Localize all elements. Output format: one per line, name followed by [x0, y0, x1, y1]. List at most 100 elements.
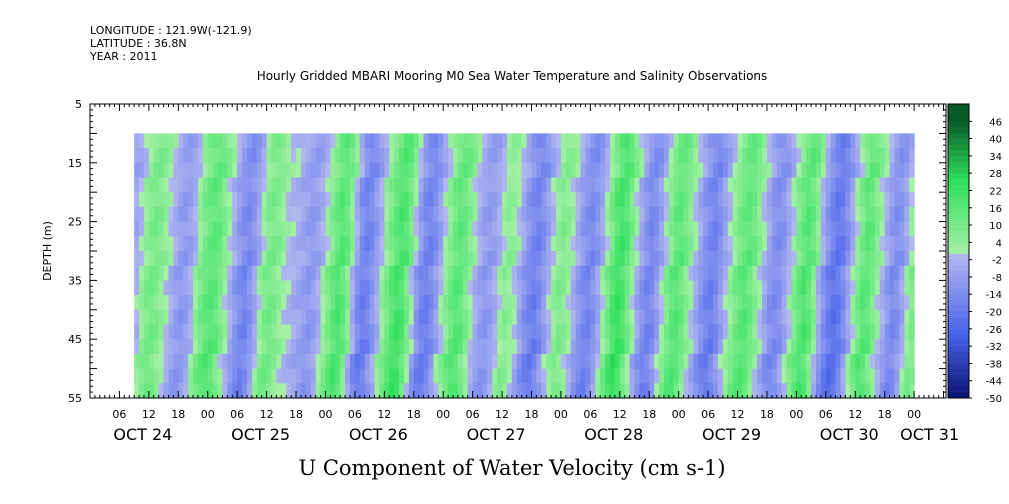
heatmap-cell: [899, 221, 905, 237]
heatmap-cell: [659, 177, 665, 193]
heatmap-cell: [369, 265, 376, 281]
heatmap-cell: [879, 133, 886, 149]
heatmap-cell: [570, 324, 577, 340]
heatmap-cell: [629, 148, 636, 164]
heatmap-cell: [752, 353, 758, 370]
heatmap-cell: [183, 236, 189, 252]
heatmap-cell: [727, 368, 734, 384]
heatmap-cell: [281, 368, 287, 384]
heatmap-cell: [330, 383, 336, 399]
heatmap-cell: [300, 353, 307, 370]
heatmap-cell: [158, 206, 165, 223]
heatmap-cell: [516, 309, 523, 326]
heatmap-cell: [227, 339, 233, 355]
heatmap-cell: [394, 133, 400, 149]
heatmap-cell: [246, 236, 253, 252]
heatmap-cell: [546, 339, 552, 355]
heatmap-cell: [708, 265, 714, 281]
heatmap-cell: [467, 162, 474, 179]
heatmap-cell: [251, 383, 258, 399]
heatmap-cell: [482, 295, 488, 311]
heatmap-cell: [443, 206, 449, 223]
colorbar-cell: [948, 248, 969, 255]
heatmap-cell: [408, 265, 415, 281]
heatmap-cell: [889, 206, 896, 223]
heatmap-cell: [654, 177, 660, 193]
colorbar-cell: [948, 357, 969, 364]
heatmap-cell: [791, 324, 797, 340]
heatmap-cell: [796, 148, 802, 164]
heatmap-cell: [266, 324, 273, 340]
heatmap-cell: [399, 236, 405, 252]
heatmap-cell: [237, 192, 243, 208]
heatmap-cell: [820, 148, 827, 164]
heatmap-cell: [546, 236, 552, 252]
colorbar-tick-label: -8: [992, 273, 1002, 284]
heatmap-cell: [300, 309, 307, 326]
heatmap-cell: [389, 251, 395, 267]
heatmap-cell: [492, 265, 498, 281]
heatmap-cell: [712, 206, 719, 223]
x-day-label: OCT 28: [584, 425, 643, 444]
heatmap-cell: [570, 295, 577, 311]
heatmap-cell: [551, 383, 557, 399]
heatmap-cell: [708, 221, 714, 237]
heatmap-cell: [359, 309, 366, 326]
x-hour-tick-label: 00: [672, 408, 686, 421]
heatmap-cell: [448, 251, 454, 267]
heatmap-cell: [433, 353, 439, 370]
heatmap-cell: [580, 236, 587, 252]
heatmap-cell: [222, 148, 228, 164]
heatmap-cell: [816, 192, 822, 208]
heatmap-cell: [497, 368, 503, 384]
heatmap-cell: [879, 265, 886, 281]
heatmap-cell: [820, 295, 827, 311]
heatmap-cell: [781, 236, 788, 252]
heatmap-cell: [752, 162, 758, 179]
heatmap-cell: [673, 309, 680, 326]
heatmap-cell: [570, 368, 577, 384]
heatmap-cell: [757, 383, 763, 399]
heatmap-cell: [546, 353, 552, 370]
heatmap-cell: [364, 148, 371, 164]
heatmap-cell: [860, 162, 866, 179]
heatmap-cell: [732, 265, 739, 281]
heatmap-cell: [379, 309, 385, 326]
heatmap-cell: [340, 162, 346, 179]
colorbar-cell: [948, 346, 969, 353]
heatmap-cell: [531, 368, 537, 384]
heatmap-cell: [845, 339, 851, 355]
heatmap-cell: [820, 221, 827, 237]
heatmap-cell: [717, 148, 724, 164]
heatmap-cell: [443, 324, 449, 340]
heatmap-cell: [207, 192, 214, 208]
x-hour-tick-label: 18: [407, 408, 421, 421]
heatmap-cell: [389, 148, 395, 164]
heatmap-cell: [340, 324, 346, 340]
heatmap-cell: [197, 162, 204, 179]
year-label: YEAR : 2011: [90, 50, 158, 63]
heatmap-cell: [762, 353, 768, 370]
heatmap-cell: [202, 309, 209, 326]
heatmap-cell: [153, 251, 160, 267]
heatmap-cell: [668, 339, 675, 355]
heatmap-cell: [467, 177, 474, 193]
heatmap-cell: [560, 383, 567, 399]
heatmap-cell: [551, 368, 557, 384]
heatmap-cell: [251, 206, 258, 223]
longitude-label: LONGITUDE : 121.9W(-121.9): [90, 24, 252, 37]
heatmap-cell: [600, 192, 606, 208]
heatmap-cell: [453, 309, 459, 326]
heatmap-cell: [433, 206, 439, 223]
heatmap-cell: [276, 280, 282, 296]
heatmap-cell: [251, 339, 258, 355]
heatmap-cell: [168, 309, 174, 326]
heatmap-cell: [276, 251, 282, 267]
heatmap-cell: [202, 192, 209, 208]
heatmap-cell: [320, 133, 327, 149]
heatmap-cell: [325, 353, 331, 370]
heatmap-cell: [399, 177, 405, 193]
heatmap-cell: [330, 221, 336, 237]
heatmap-cell: [840, 148, 847, 164]
x-hour-tick-label: 18: [642, 408, 656, 421]
